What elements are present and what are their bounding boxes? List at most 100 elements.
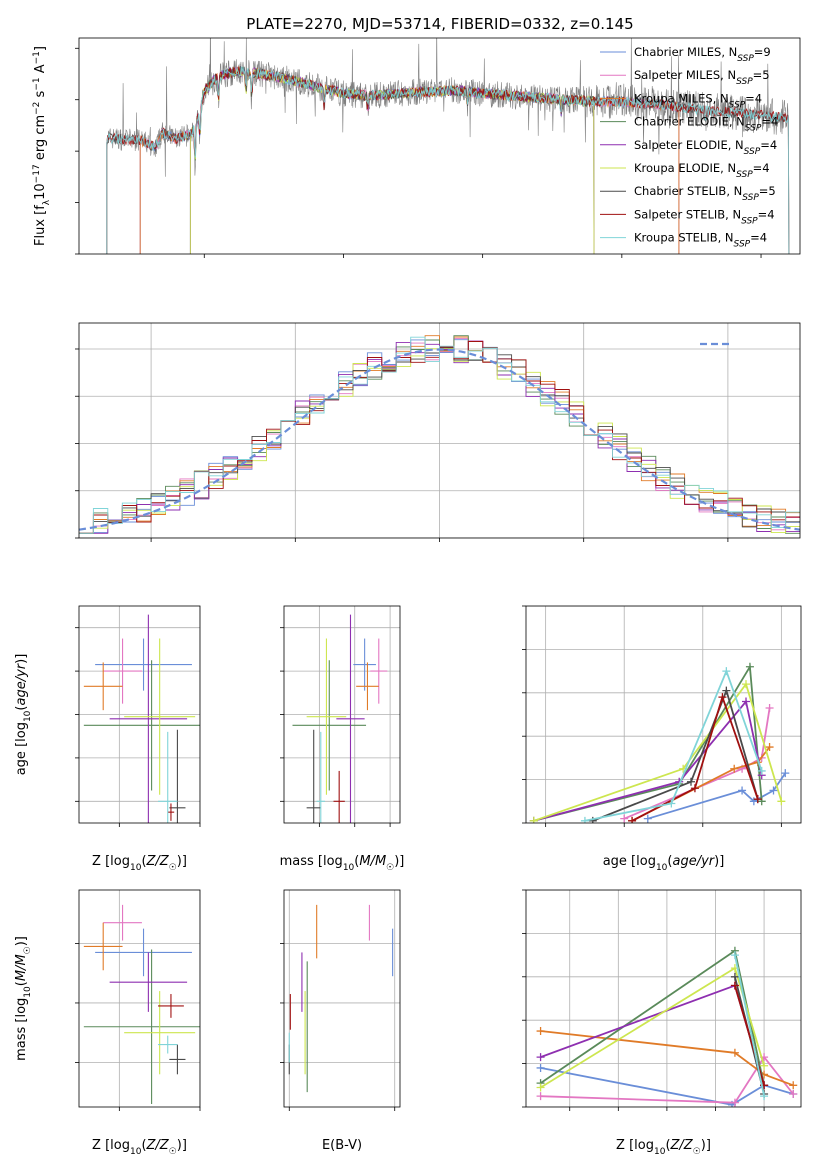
label-part: =9 — [754, 45, 771, 59]
errorbar-salpeter-miles — [370, 638, 388, 704]
y-axis-label: Flux [fλ10−17 erg cm−2 s−1 A−1] — [32, 46, 52, 246]
label-part: =4 — [760, 138, 777, 152]
label-part: 10 — [130, 1147, 142, 1157]
series-line — [734, 954, 765, 1097]
series-point — [588, 816, 597, 823]
label-part: SSP — [745, 124, 762, 134]
label-part: λ — [42, 199, 52, 205]
mass-vs-Z-frame — [78, 889, 201, 1108]
series-point — [687, 777, 695, 786]
label-part: Salpeter ELODIE, N — [634, 138, 744, 152]
series-point — [730, 981, 739, 990]
series-line — [592, 687, 759, 822]
label-part: =4 — [745, 91, 762, 105]
model-spectrum-salpeter-stelib — [106, 66, 790, 254]
label-part: mass [log — [14, 998, 29, 1061]
spectrum-panel: Flux [fλ10−17 erg cm−2 s−1 A−1] Chabrier … — [32, 37, 801, 258]
mass-vs-Z-plot-area — [79, 890, 200, 1107]
series-point — [620, 814, 629, 823]
label-part: =5 — [753, 68, 770, 82]
series-point — [722, 667, 731, 676]
label-part: Flux [f — [33, 205, 48, 246]
age-vs-mass-panel: mass [log10(M/M☉)] — [280, 605, 405, 873]
age-vs-mass-frame — [283, 605, 401, 824]
errorbar-chabrier-stelib — [169, 729, 186, 823]
label-part: −1 — [32, 51, 42, 64]
label-part: −2 — [32, 102, 42, 115]
label-part: )] — [701, 1138, 711, 1153]
series-line — [734, 985, 765, 1086]
series-point — [745, 662, 754, 671]
series-point — [765, 743, 774, 752]
series-point — [536, 1053, 545, 1062]
age-vs-Z-plot-area — [79, 606, 200, 823]
series-kroupa-miles — [536, 1027, 798, 1090]
x-axis-label: mass [log10(M/M☉)] — [280, 854, 405, 873]
errorbar-salpeter-miles — [103, 638, 142, 704]
label-part: SSP — [737, 54, 754, 64]
label-part: 10 — [130, 863, 142, 873]
mass-vs-EBV-frame — [283, 889, 401, 1108]
errorbar-salpeter-elodie — [336, 614, 365, 823]
x-axis-label: E(B-V) — [322, 1138, 362, 1153]
label-part: M/M — [359, 854, 386, 869]
series-point — [722, 686, 731, 695]
label-part: Salpeter STELIB, N — [634, 207, 741, 221]
label-part: −1 — [32, 77, 42, 90]
series-line — [540, 1067, 794, 1106]
residuals-plot-area — [79, 323, 800, 538]
label-part: )] — [177, 854, 187, 869]
label-part: ( — [141, 854, 146, 869]
label-part: ( — [665, 1138, 670, 1153]
label-part: Chabrier MILES, N — [634, 45, 737, 59]
errorbar-kroupa-stelib — [316, 731, 326, 823]
label-part: Kroupa MILES, N — [634, 91, 729, 105]
label-part: ☉ — [23, 946, 33, 954]
label-part: ( — [14, 706, 29, 711]
normal-curve — [79, 348, 800, 531]
label-part: ☉ — [693, 1147, 701, 1157]
label-part: Z [log — [92, 854, 130, 869]
errorbar-salpeter-elodie — [109, 614, 188, 823]
label-part: SSP — [729, 100, 746, 110]
figure-title: PLATE=2270, MJD=53714, FIBERID=0332, z=0… — [246, 15, 633, 33]
age-vs-mass-plot-area — [284, 606, 400, 823]
label-part: SSP — [742, 193, 759, 203]
series-kroupa-stelib — [730, 951, 769, 1101]
errorbar-chabrier-elodie — [83, 660, 200, 791]
series-point — [765, 703, 774, 712]
series-chabrier-miles — [643, 769, 790, 823]
series-line — [584, 668, 763, 822]
series-chabrier-elodie — [529, 662, 766, 823]
series-point — [789, 1089, 798, 1098]
legend-entry: Salpeter MILES, NSSP=5 — [634, 68, 770, 87]
series-salpeter-miles — [536, 1053, 798, 1107]
label-part: 10 — [654, 1147, 666, 1157]
label-part: SSP — [734, 240, 751, 250]
errorbar-chabrier-miles — [95, 928, 192, 977]
errorbar-chabrier-stelib — [306, 729, 321, 823]
label-part: )] — [177, 1138, 187, 1153]
series-point — [536, 1092, 545, 1101]
errorbar-salpeter-stelib — [167, 803, 175, 821]
label-part: ( — [667, 854, 672, 869]
label-part: )] — [394, 854, 404, 869]
label-part: erg cm — [33, 115, 48, 164]
errorbar-salpeter-stelib — [333, 770, 345, 823]
series-point — [730, 1048, 739, 1057]
spectrum-frame — [78, 37, 801, 255]
errorbar-kroupa-stelib — [158, 731, 178, 823]
label-part: s — [33, 90, 48, 101]
label-part: age [log — [14, 722, 29, 775]
label-part: 10 — [33, 183, 48, 200]
weight-vs-age-plot-area — [526, 606, 801, 823]
series-point — [730, 951, 739, 960]
label-part: 10 — [343, 863, 355, 873]
label-part: SSP — [741, 216, 758, 226]
errorbar-kroupa-elodie — [306, 638, 347, 795]
errorbar-kroupa-miles — [356, 662, 379, 711]
label-part: SSP — [736, 77, 753, 87]
label-part: ☉ — [169, 1147, 177, 1157]
label-part: =4 — [761, 115, 778, 129]
